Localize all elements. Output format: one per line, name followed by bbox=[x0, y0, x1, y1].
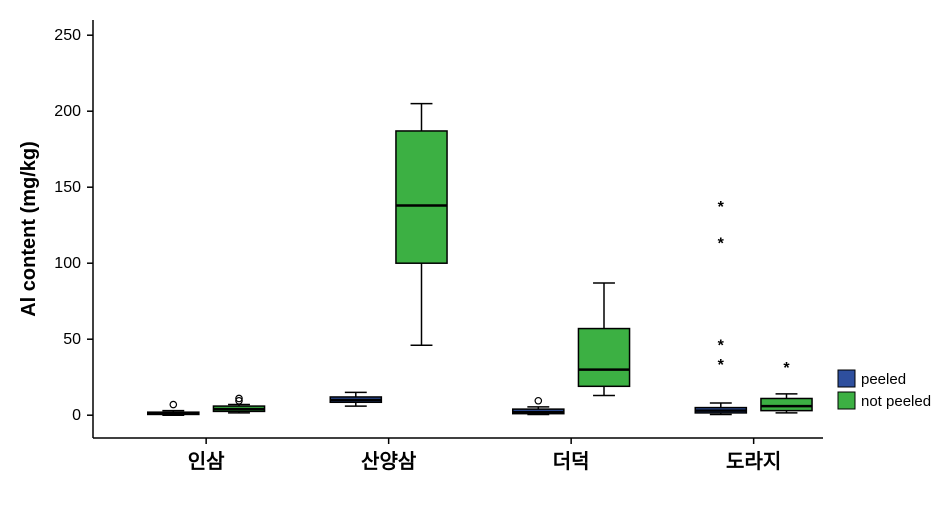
chart-svg: 0 50 100 150 200 250 Al content (mg/kg) 인삼 산양삼 더덕… bbox=[0, 0, 951, 513]
box-not_peeled bbox=[761, 398, 812, 410]
x-category-label: 도라지 bbox=[726, 450, 781, 473]
x-category-label: 산양삼 bbox=[361, 450, 417, 473]
outlier-circle bbox=[170, 401, 176, 407]
outlier-star: * bbox=[718, 357, 725, 374]
outlier-circle bbox=[535, 398, 541, 404]
boxplot-chart: 0 50 100 150 200 250 Al content (mg/kg) 인삼 산양삼 더덕… bbox=[0, 0, 951, 513]
box-not_peeled bbox=[578, 329, 629, 387]
legend-swatch-peeled bbox=[838, 370, 855, 387]
legend-label-peeled: peeled bbox=[861, 371, 906, 388]
legend-label-not_peeled: not peeled bbox=[861, 393, 931, 410]
y-tick-label: 0 bbox=[72, 407, 81, 424]
x-category-label: 더덕 bbox=[553, 450, 590, 473]
legend-swatch-not_peeled bbox=[838, 392, 855, 409]
outlier-star: * bbox=[783, 360, 790, 377]
y-tick-label: 100 bbox=[54, 255, 81, 272]
outlier-star: * bbox=[718, 337, 725, 354]
y-tick-label: 200 bbox=[54, 103, 81, 120]
x-category-label: 인삼 bbox=[188, 450, 225, 473]
y-tick-label: 50 bbox=[63, 331, 81, 348]
y-tick-label: 250 bbox=[54, 27, 81, 44]
y-axis-label: Al content (mg/kg) bbox=[18, 141, 40, 317]
y-tick-label: 150 bbox=[54, 179, 81, 196]
outlier-star: * bbox=[718, 235, 725, 252]
outlier-star: * bbox=[718, 199, 725, 216]
box-not_peeled bbox=[396, 131, 447, 263]
